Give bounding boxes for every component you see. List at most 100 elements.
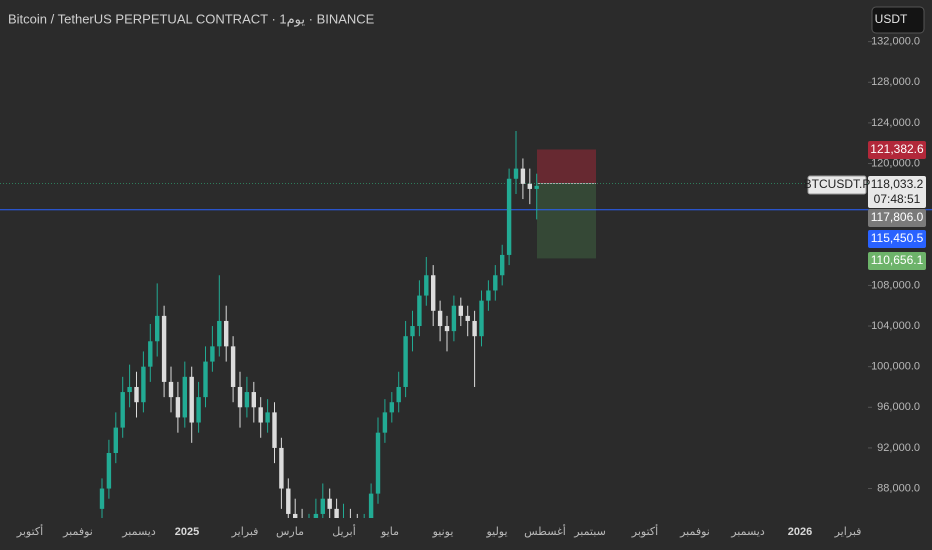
- x-tick-label: مايو: [380, 526, 399, 538]
- candle-body: [210, 346, 215, 362]
- candle-body: [327, 498, 332, 509]
- x-tick-label: فبراير: [834, 526, 862, 538]
- candle-body: [410, 326, 415, 337]
- candle-body: [217, 320, 222, 347]
- candle-body: [258, 407, 263, 423]
- x-tick-label: مارس: [276, 526, 304, 538]
- chart-title: Bitcoin / TetherUS PERPETUAL CONTRACT · …: [8, 11, 375, 27]
- candle-body: [424, 275, 429, 296]
- candle-body: [148, 341, 153, 367]
- candle-body: [437, 310, 443, 327]
- x-tick-label: نوفمبر: [62, 526, 93, 538]
- candle-body: [465, 315, 470, 321]
- y-tick-label: 96,000.0: [877, 401, 920, 413]
- candle-body: [224, 320, 229, 347]
- candle-body: [500, 254, 505, 276]
- currency-button[interactable]: [871, 6, 925, 34]
- candle-body: [251, 392, 256, 408]
- price-label: 121,382.6: [870, 142, 924, 156]
- candle-body: [189, 376, 194, 423]
- candle-body: [382, 412, 388, 433]
- x-tick-label: 2025: [175, 526, 199, 538]
- candle-body: [486, 290, 491, 301]
- candle-body: [155, 315, 160, 342]
- y-tick-label: 132,000.0: [871, 36, 920, 48]
- candle-body: [120, 392, 125, 428]
- x-tick-label: أبريل: [332, 524, 356, 538]
- candle-body: [403, 336, 408, 387]
- candle-body: [286, 488, 291, 514]
- y-tick-label: 120,000.0: [871, 157, 920, 169]
- candle-body: [272, 412, 277, 448]
- candle-body: [389, 402, 394, 413]
- candle-body: [458, 305, 463, 316]
- candle-body: [334, 508, 339, 518]
- x-tick-label: أكتوبر: [16, 524, 43, 538]
- candle-body: [451, 305, 457, 332]
- candle-body: [168, 381, 174, 398]
- candle-body: [513, 168, 519, 179]
- plot-area: [0, 131, 868, 518]
- candle-body: [127, 386, 132, 393]
- x-tick-label: يونيو: [432, 526, 454, 538]
- x-tick-label: أكتوبر: [631, 524, 658, 538]
- x-tick-label: سبتمبر: [573, 526, 606, 538]
- x-tick-label: ديسمبر: [121, 526, 156, 538]
- candle-body: [265, 412, 270, 423]
- candle-body: [320, 498, 325, 514]
- price-label: 110,656.1: [871, 253, 924, 267]
- candle-body: [106, 452, 112, 489]
- candle-body: [182, 376, 187, 418]
- candle-body: [375, 432, 381, 494]
- y-tick-label: 100,000.0: [871, 361, 920, 373]
- candle-body: [417, 295, 422, 327]
- candle-body: [472, 320, 477, 337]
- x-tick-label: فبراير: [231, 526, 259, 538]
- candle-body: [134, 386, 139, 403]
- y-tick-label: 92,000.0: [877, 442, 920, 454]
- candle-body: [368, 493, 374, 518]
- candle-body: [141, 366, 146, 403]
- symbol-tag-box: [807, 175, 867, 195]
- price-label-box: [868, 141, 926, 159]
- candle-body: [203, 361, 208, 398]
- y-tick-label: 128,000.0: [871, 76, 920, 88]
- x-tick-label: نوفمبر: [679, 526, 710, 538]
- candle-body: [431, 275, 436, 311]
- candle-body: [527, 183, 532, 189]
- currency-button-label[interactable]: USDT: [875, 12, 908, 26]
- candle-body: [99, 488, 105, 509]
- candle-body: [493, 275, 498, 291]
- candle-body: [244, 392, 250, 408]
- candle-body: [534, 185, 539, 189]
- x-tick-label: 2026: [788, 526, 812, 538]
- candle-body: [444, 326, 450, 332]
- candle-body: [293, 513, 298, 518]
- candle-body: [230, 346, 236, 387]
- candle-body: [196, 397, 201, 423]
- x-tick-label: أغسطس: [524, 524, 566, 538]
- y-tick-label: 88,000.0: [877, 482, 920, 494]
- target-zone: [537, 183, 596, 259]
- y-tick-label: 124,000.0: [871, 117, 920, 129]
- price-label: 118,033.2: [871, 177, 924, 191]
- candle-body: [506, 178, 512, 255]
- countdown: 07:48:51: [874, 192, 921, 206]
- symbol-tag: BTCUSDT.P: [804, 177, 871, 191]
- candle-body: [279, 447, 284, 489]
- candle-body: [237, 386, 243, 408]
- candle-body: [396, 386, 401, 403]
- price-label-box: [868, 230, 926, 248]
- candle-body: [161, 315, 167, 382]
- x-tick-label: يوليو: [485, 526, 507, 538]
- overlay: 88,000.0 92,000.0 96,000.0 100,000.0 104,000…: [16, 36, 932, 538]
- stop-zone: [537, 149, 596, 184]
- candle-body: [520, 168, 526, 184]
- candle-body: [313, 513, 319, 518]
- candle-body: [479, 300, 484, 337]
- price-label-box: [868, 209, 926, 227]
- candle-body: [175, 397, 181, 418]
